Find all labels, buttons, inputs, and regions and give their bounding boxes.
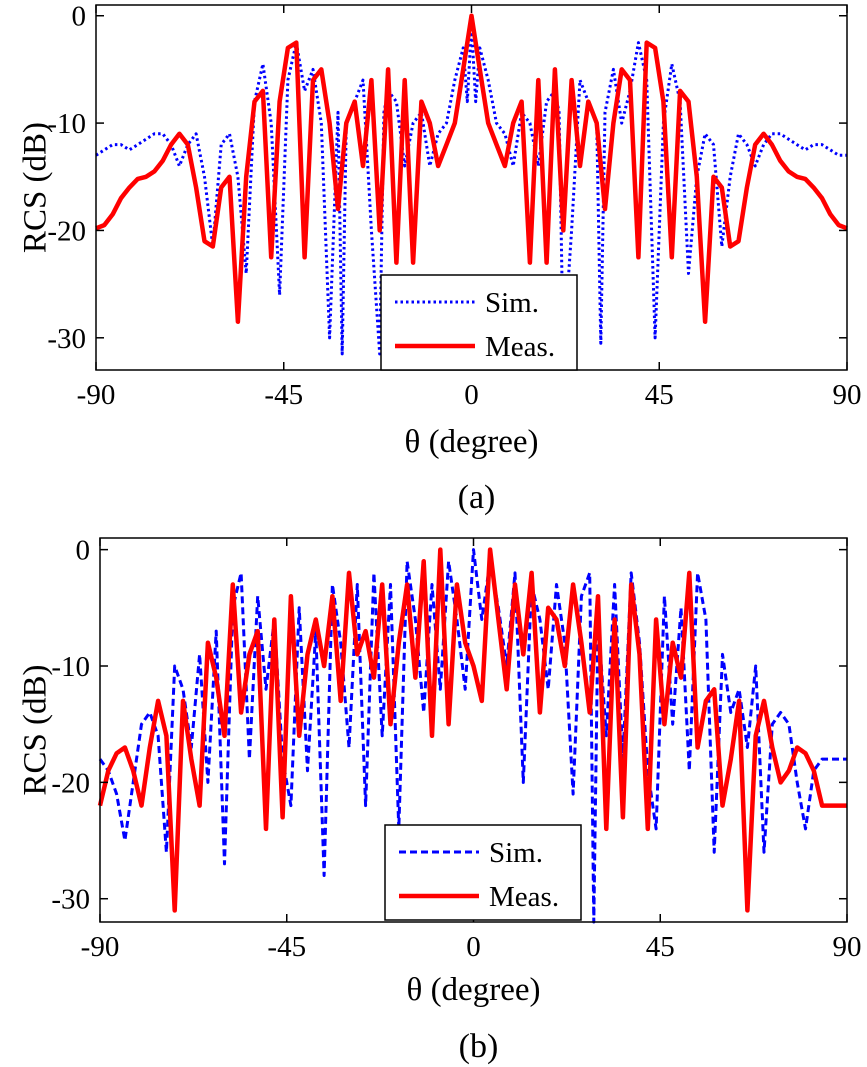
x-tick-label: -90	[81, 931, 120, 963]
x-tick-label: 90	[833, 379, 862, 411]
legend-b: Sim. Meas.	[384, 824, 582, 921]
x-tick-label: -45	[267, 931, 306, 963]
x-tick-label: 0	[466, 931, 481, 963]
x-tick-label: 45	[646, 931, 675, 963]
x-tick-label: 0	[464, 379, 479, 411]
y-tick-label: 0	[76, 535, 91, 567]
ticks-b: -90 -45 0 45 90 0 -10 -20 -30	[51, 535, 861, 963]
legend-box	[384, 824, 582, 921]
y-tick-label: 0	[72, 1, 87, 33]
series-layer-b	[97, 547, 847, 924]
series-line-sim-a	[95, 25, 847, 356]
caption-b: (b)	[459, 1028, 499, 1065]
ticks-a: -90 -45 0 45 90 0 -10 -20 -30	[47, 1, 861, 411]
series-line-sim-b	[98, 548, 847, 924]
y-tick-label: -30	[51, 884, 90, 916]
y-tick-label: -30	[47, 323, 86, 355]
caption-a: (a)	[458, 479, 496, 516]
x-tick-label: -45	[264, 379, 303, 411]
y-tick-label: -20	[51, 767, 90, 799]
legend-label: Sim.	[485, 287, 539, 319]
series-layer-a	[95, 13, 848, 356]
chart-panel-b: -90 -45 0 45 90 0 -10 -20 -30 Sim. Meas. θ (degre…	[18, 535, 862, 1065]
y-axis-label-b: RCS (dB)	[18, 664, 54, 795]
series-line-meas-b	[97, 547, 847, 913]
y-tick-label: -10	[51, 651, 90, 683]
legend-box	[380, 274, 578, 371]
y-tick-label: -20	[47, 215, 86, 247]
legend-label: Meas.	[485, 331, 555, 363]
chart-panel-a: -90 -45 0 45 90 0 -10 -20 -30 Sim. Meas. θ (degre…	[18, 1, 862, 516]
x-axis-label-b: θ (degree)	[407, 972, 541, 1008]
x-tick-label: 90	[833, 931, 862, 963]
series-line-meas-a	[95, 13, 848, 324]
x-tick-label: -90	[77, 379, 116, 411]
x-axis-label-a: θ (degree)	[405, 424, 539, 460]
y-tick-label: -10	[47, 108, 86, 140]
y-axis-label-a: RCS (dB)	[18, 122, 54, 253]
legend-a: Sim. Meas.	[380, 274, 578, 371]
x-tick-label: 45	[645, 379, 674, 411]
legend-label: Sim.	[489, 837, 543, 869]
legend-label: Meas.	[489, 881, 559, 913]
